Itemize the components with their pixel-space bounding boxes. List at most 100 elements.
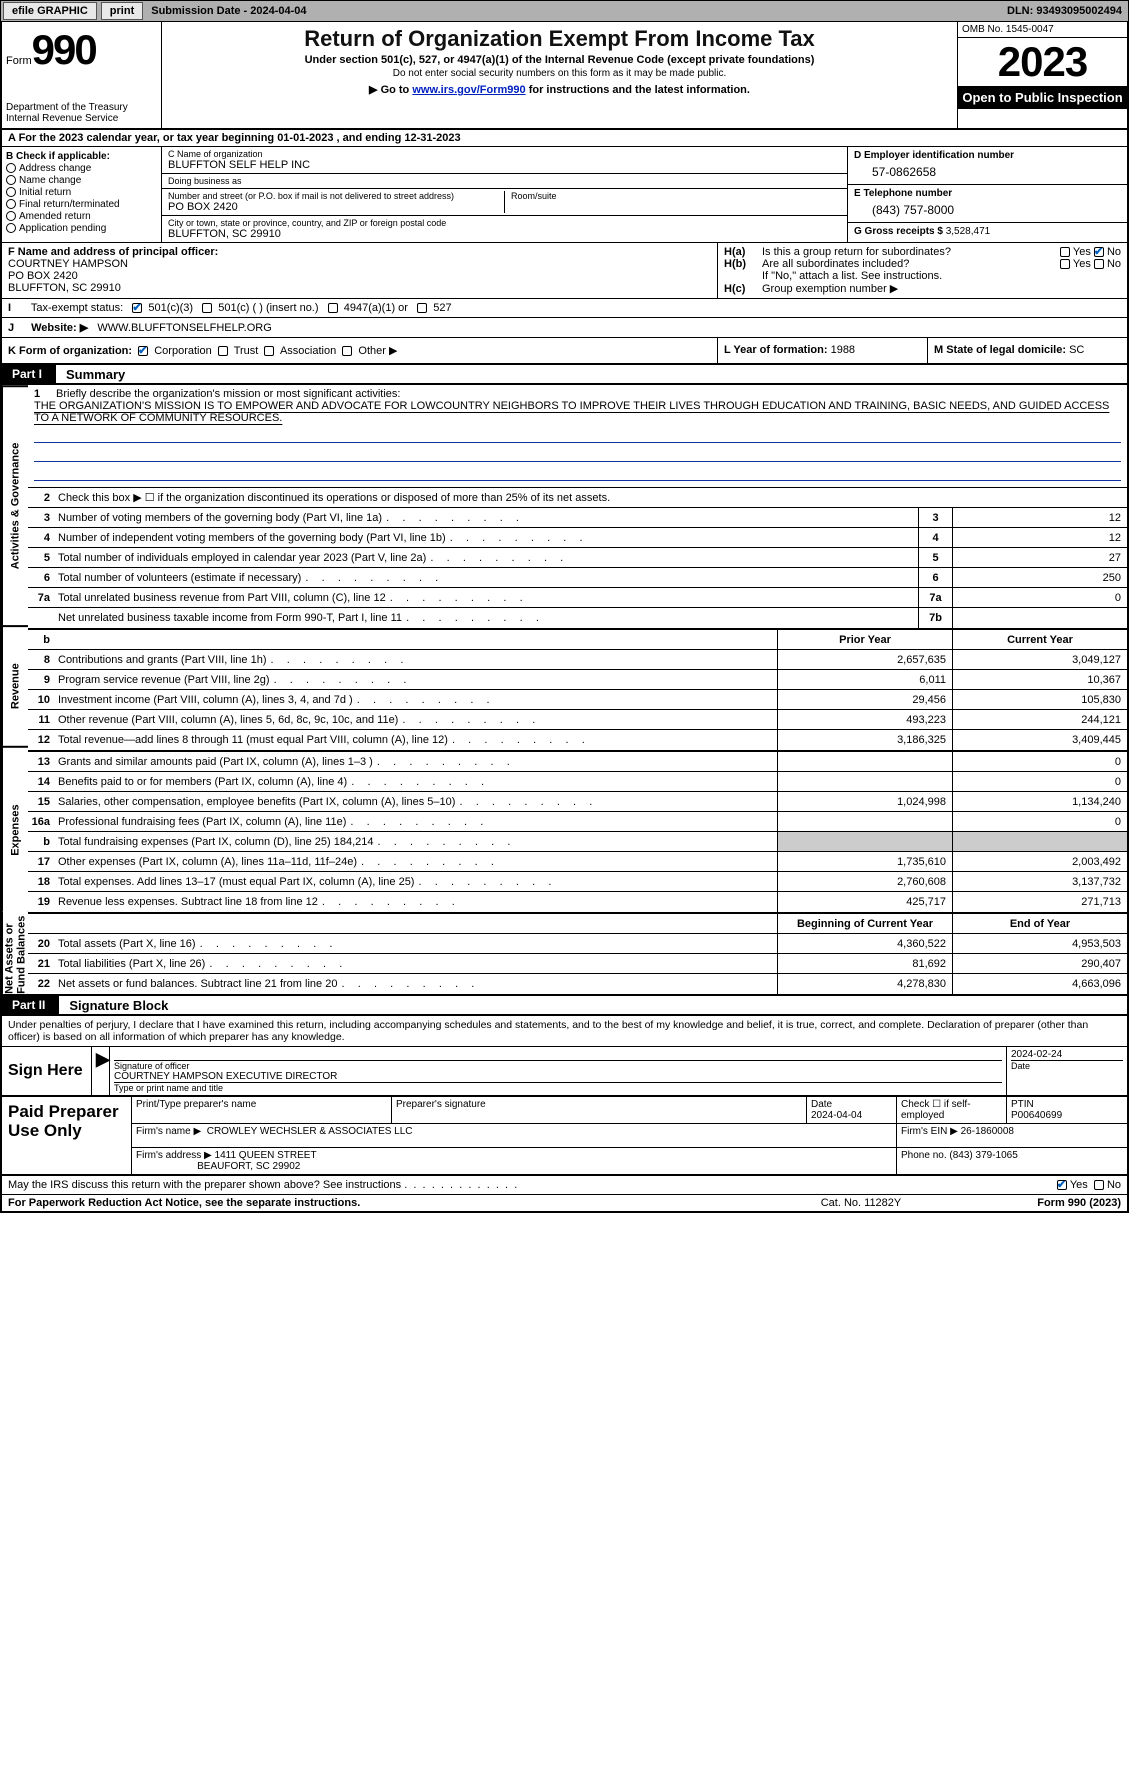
ag-line: 5Total number of individuals employed in… bbox=[28, 548, 1127, 568]
discuss-yes[interactable] bbox=[1057, 1180, 1067, 1190]
line-a: A For the 2023 calendar year, or tax yea… bbox=[0, 130, 1129, 147]
ha-yes[interactable] bbox=[1060, 247, 1070, 257]
chk-amended[interactable]: Amended return bbox=[6, 211, 157, 222]
header-right: OMB No. 1545-0047 2023 Open to Public In… bbox=[957, 22, 1127, 128]
chk-527[interactable] bbox=[417, 303, 427, 313]
form-footer: Form 990 (2023) bbox=[961, 1197, 1121, 1209]
org-name-label: C Name of organization bbox=[168, 149, 841, 159]
chk-4947[interactable] bbox=[328, 303, 338, 313]
sig-officer-cell: Signature of officer COURTNEY HAMPSON EX… bbox=[110, 1047, 1007, 1095]
summary-line: 15Salaries, other compensation, employee… bbox=[28, 792, 1127, 812]
firm-name: CROWLEY WECHSLER & ASSOCIATES LLC bbox=[207, 1126, 413, 1137]
hb-note: If "No," attach a list. See instructions… bbox=[762, 270, 1121, 282]
col-f: F Name and address of principal officer:… bbox=[2, 243, 717, 298]
room-label: Room/suite bbox=[511, 191, 841, 201]
officer-addr2: BLUFFTON, SC 29910 bbox=[8, 282, 711, 294]
col-b: B Check if applicable: Address change Na… bbox=[2, 147, 162, 242]
summary-line: 9Program service revenue (Part VIII, lin… bbox=[28, 670, 1127, 690]
chk-initial-return[interactable]: Initial return bbox=[6, 187, 157, 198]
officer-addr1: PO BOX 2420 bbox=[8, 270, 711, 282]
end-year-hdr: End of Year bbox=[952, 914, 1127, 933]
domicile: SC bbox=[1069, 344, 1084, 356]
footer: For Paperwork Reduction Act Notice, see … bbox=[0, 1195, 1129, 1213]
mission-text: THE ORGANIZATION'S MISSION IS TO EMPOWER… bbox=[34, 400, 1121, 424]
tel-label: E Telephone number bbox=[854, 188, 1121, 199]
ha-label: H(a) bbox=[724, 246, 762, 258]
part-2-label: Part II bbox=[2, 996, 59, 1014]
org-name: BLUFFTON SELF HELP INC bbox=[168, 159, 841, 171]
chk-assoc[interactable] bbox=[264, 346, 274, 356]
summary-line: 18Total expenses. Add lines 13–17 (must … bbox=[28, 872, 1127, 892]
officer-name: COURTNEY HAMPSON bbox=[8, 258, 711, 270]
summary-line: 13Grants and similar amounts paid (Part … bbox=[28, 752, 1127, 772]
print-button[interactable]: print bbox=[101, 2, 143, 20]
website-value: WWW.BLUFFTONSELFHELP.ORG bbox=[97, 322, 271, 334]
topbar: efile GRAPHIC print Submission Date - 20… bbox=[0, 0, 1129, 22]
revenue-header: b Prior Year Current Year bbox=[28, 630, 1127, 650]
tax-exempt-label: Tax-exempt status: bbox=[31, 302, 123, 314]
firm-addr1: 1411 QUEEN STREET bbox=[215, 1150, 317, 1161]
chk-app-pending[interactable]: Application pending bbox=[6, 223, 157, 234]
form-org-label: K Form of organization: bbox=[8, 345, 132, 357]
city: BLUFFTON, SC 29910 bbox=[168, 228, 841, 240]
chk-trust[interactable] bbox=[218, 346, 228, 356]
paperwork-notice: For Paperwork Reduction Act Notice, see … bbox=[8, 1197, 761, 1209]
prep-self-emp: Check ☐ if self-employed bbox=[897, 1097, 1007, 1123]
paid-preparer-block: Paid Preparer Use Only Print/Type prepar… bbox=[0, 1097, 1129, 1176]
summary-line: 12Total revenue—add lines 8 through 11 (… bbox=[28, 730, 1127, 750]
summary-line: 17Other expenses (Part IX, column (A), l… bbox=[28, 852, 1127, 872]
chk-final-return[interactable]: Final return/terminated bbox=[6, 199, 157, 210]
omb-number: OMB No. 1545-0047 bbox=[958, 22, 1127, 38]
group-activities: 1Briefly describe the organization's mis… bbox=[28, 385, 1127, 630]
website-label: Website: ▶ bbox=[31, 322, 88, 334]
irs-discuss-text: May the IRS discuss this return with the… bbox=[8, 1179, 407, 1191]
hb-yes[interactable] bbox=[1060, 259, 1070, 269]
chk-address-change[interactable]: Address change bbox=[6, 163, 157, 174]
hb-no[interactable] bbox=[1094, 259, 1104, 269]
sign-here-label: Sign Here bbox=[2, 1047, 92, 1095]
efile-button[interactable]: efile GRAPHIC bbox=[3, 2, 97, 20]
vtab-revenue: Revenue bbox=[2, 625, 28, 746]
sig-date-cell: 2024-02-24 Date bbox=[1007, 1047, 1127, 1095]
mission-blank-2 bbox=[34, 446, 1121, 462]
chk-corp[interactable] bbox=[138, 346, 148, 356]
chk-501c[interactable] bbox=[202, 303, 212, 313]
chk-name-change[interactable]: Name change bbox=[6, 175, 157, 186]
prep-sig-label: Preparer's signature bbox=[392, 1097, 807, 1123]
form-number: 990 bbox=[32, 26, 96, 74]
dba-label: Doing business as bbox=[168, 176, 841, 186]
ha-no[interactable] bbox=[1094, 247, 1104, 257]
prep-name-label: Print/Type preparer's name bbox=[132, 1097, 392, 1123]
part-1-label: Part I bbox=[2, 365, 56, 383]
submission-date: Submission Date - 2024-04-04 bbox=[145, 5, 312, 17]
summary-line: 16aProfessional fundraising fees (Part I… bbox=[28, 812, 1127, 832]
chk-501c3[interactable] bbox=[132, 303, 142, 313]
summary-line: 22Net assets or fund balances. Subtract … bbox=[28, 974, 1127, 994]
discuss-no[interactable] bbox=[1094, 1180, 1104, 1190]
firm-addr2: BEAUFORT, SC 29902 bbox=[197, 1161, 300, 1172]
ha-text: Is this a group return for subordinates? bbox=[762, 246, 1060, 258]
ein-label: D Employer identification number bbox=[854, 150, 1121, 161]
mission-block: 1Briefly describe the organization's mis… bbox=[28, 385, 1127, 488]
row-j: J Website: ▶ WWW.BLUFFTONSELFHELP.ORG bbox=[0, 318, 1129, 338]
irs-link[interactable]: www.irs.gov/Form990 bbox=[412, 84, 525, 96]
group-revenue: b Prior Year Current Year 8Contributions… bbox=[28, 630, 1127, 752]
department: Department of the Treasury Internal Reve… bbox=[6, 102, 157, 124]
section-bcd: B Check if applicable: Address change Na… bbox=[0, 147, 1129, 243]
beg-year-hdr: Beginning of Current Year bbox=[777, 914, 952, 933]
summary-line: 10Investment income (Part VIII, column (… bbox=[28, 690, 1127, 710]
chk-other[interactable] bbox=[342, 346, 352, 356]
vtab-expenses: Expenses bbox=[2, 746, 28, 912]
sig-date: 2024-02-24 bbox=[1011, 1049, 1123, 1060]
dln: DLN: 93493095002494 bbox=[1007, 5, 1128, 17]
signature-intro: Under penalties of perjury, I declare th… bbox=[0, 1016, 1129, 1047]
part-2-header: Part II Signature Block bbox=[0, 996, 1129, 1016]
form-title: Return of Organization Exempt From Incom… bbox=[168, 26, 951, 52]
group-expenses: 13Grants and similar amounts paid (Part … bbox=[28, 752, 1127, 914]
sign-here-block: Sign Here ▶ Signature of officer COURTNE… bbox=[0, 1047, 1129, 1097]
summary-line: bTotal fundraising expenses (Part IX, co… bbox=[28, 832, 1127, 852]
prior-year-hdr: Prior Year bbox=[777, 630, 952, 649]
tel: (843) 757-8000 bbox=[854, 199, 1121, 219]
ptin: P00640699 bbox=[1011, 1110, 1062, 1121]
summary-line: 8Contributions and grants (Part VIII, li… bbox=[28, 650, 1127, 670]
